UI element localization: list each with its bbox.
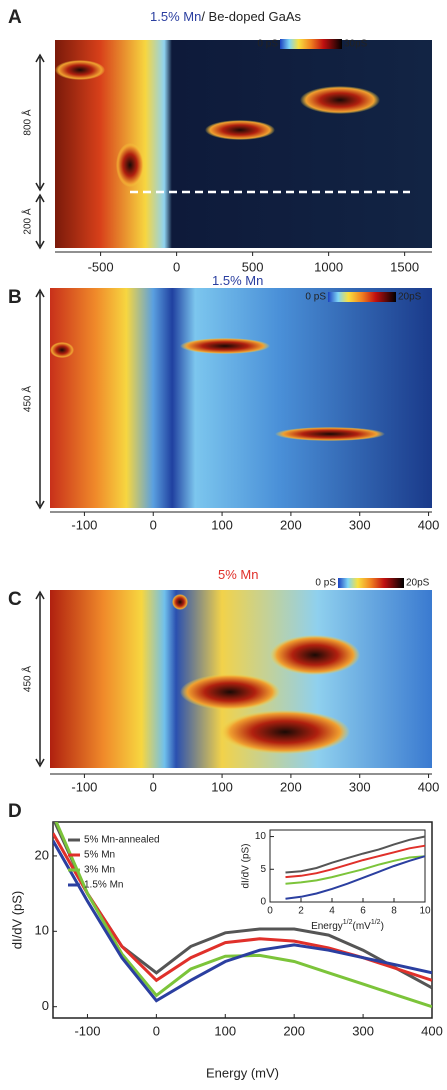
x-tick-label: 0: [267, 906, 273, 917]
x-tick-label: 4: [329, 906, 335, 917]
scale-label: 200 Å: [21, 208, 34, 234]
scale-arrow: [35, 193, 45, 250]
chart-title: 1.5% Mn/ Be-doped GaAs: [150, 9, 302, 24]
scale-arrow: [35, 590, 45, 768]
x-tick-label: -100: [71, 779, 97, 794]
x-tick-label: 1000: [314, 259, 343, 274]
x-tick-label: 500: [242, 259, 264, 274]
legend-label: 1.5% Mn: [84, 880, 123, 891]
x-axis-label-part: ): [381, 921, 384, 932]
legend-label: 3% Mn: [84, 865, 115, 876]
scale-label: 450 Å: [21, 666, 34, 692]
x-tick-label: 300: [349, 517, 371, 532]
heatmap-a: [55, 40, 432, 248]
panel-label: C: [8, 589, 22, 610]
x-axis-label-part: (mV: [353, 921, 372, 932]
x-tick-label: 0: [153, 1023, 160, 1038]
plot-frame: [269, 829, 426, 903]
colorbar-label: 0 pS: [315, 578, 336, 589]
heatmap-b: [50, 288, 432, 508]
title-main: 5% Mn: [218, 567, 258, 582]
subtitle: / Be-doped GaAs: [201, 9, 301, 24]
y-tick-label: 0: [42, 998, 49, 1013]
y-tick-label: 20: [35, 847, 49, 862]
scale-label: 800 Å: [21, 109, 34, 135]
y-tick-label: 5: [260, 864, 266, 875]
heatmap-c: [50, 590, 432, 768]
lines: [285, 835, 426, 900]
scale-label: 450 Å: [21, 386, 34, 412]
x-tick-label: 8: [391, 906, 397, 917]
y-tick-label: 0: [260, 897, 266, 908]
x-axis-label-part: 1/2: [371, 919, 381, 926]
x-axis-label-part: Energy: [311, 921, 343, 932]
y-tick-label: 10: [35, 923, 49, 938]
x-tick-label: 0: [150, 517, 157, 532]
x-tick-label: 100: [211, 517, 233, 532]
y-tick-label: 10: [255, 831, 267, 842]
series-line: [53, 840, 432, 1003]
x-tick-label: 0: [150, 779, 157, 794]
series-line: [285, 844, 426, 879]
x-tick-label: 2: [298, 906, 304, 917]
colorbar-label: 0 pS: [305, 292, 326, 303]
x-tick-label: -500: [88, 259, 114, 274]
x-tick-label: 300: [352, 1023, 374, 1038]
x-axis-label-part: 1/2: [343, 919, 353, 926]
panel-label: B: [8, 287, 22, 308]
lines: [53, 822, 432, 1009]
colorbar-label: 0 pS: [257, 39, 278, 50]
x-tick-label: 400: [418, 779, 440, 794]
panel-label: A: [8, 7, 22, 28]
series-line: [285, 855, 426, 900]
x-tick-label: 400: [418, 517, 440, 532]
colorbar-label: 20pS: [398, 292, 422, 303]
x-tick-label: 200: [280, 517, 302, 532]
scale-arrow: [35, 53, 45, 192]
chart-title: 5% Mn: [218, 567, 258, 582]
y-axis-label: dI/dV (pS): [241, 843, 252, 888]
x-tick-label: 1500: [390, 259, 419, 274]
series-line: [285, 835, 426, 874]
series-line: [285, 855, 426, 885]
colorbar: [338, 578, 404, 588]
colorbar: [328, 292, 396, 302]
y-axis-label: dI/dV (pS): [9, 891, 24, 950]
plot-frame: [52, 821, 433, 1019]
x-tick-label: 200: [283, 1023, 305, 1038]
title-main: 1.5% Mn: [150, 9, 201, 24]
legend-label: 5% Mn-annealed: [84, 835, 160, 846]
colorbar: [280, 39, 342, 49]
x-tick-label: -100: [74, 1023, 100, 1038]
chart-title: 1.5% Mn: [212, 273, 263, 288]
x-tick-label: 10: [419, 906, 431, 917]
title-main: 1.5% Mn: [212, 273, 263, 288]
x-tick-label: 100: [214, 1023, 236, 1038]
x-tick-label: 200: [280, 779, 302, 794]
x-tick-label: 400: [421, 1023, 443, 1038]
x-tick-label: 0: [173, 259, 180, 274]
legend-label: 5% Mn: [84, 850, 115, 861]
x-tick-label: 300: [349, 779, 371, 794]
x-axis-label: Energy1/2(mV1/2): [311, 919, 384, 932]
x-tick-label: -100: [71, 517, 97, 532]
x-axis-label: Energy (mV): [206, 1065, 279, 1080]
panel-label: D: [8, 801, 22, 822]
x-tick-label: 100: [211, 779, 233, 794]
x-tick-label: 6: [360, 906, 366, 917]
scale-arrow: [35, 288, 45, 510]
colorbar-label: 30pS: [344, 39, 368, 50]
colorbar-label: 20pS: [406, 578, 430, 589]
